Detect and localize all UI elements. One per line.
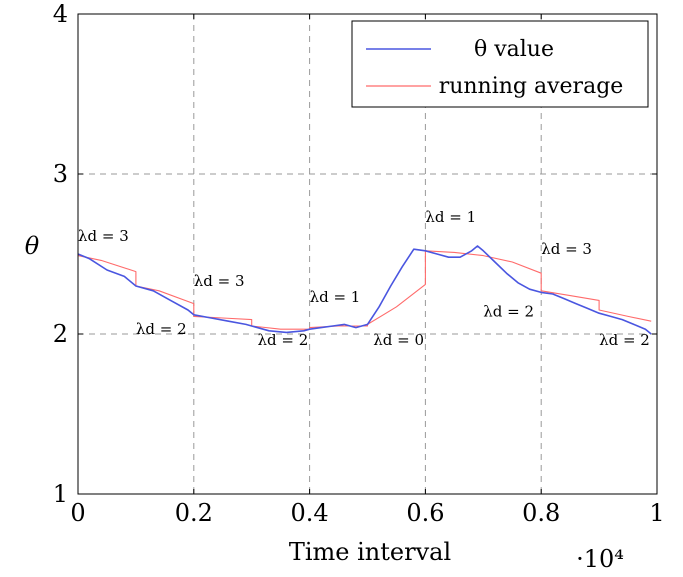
y-tick-label: 3 (53, 160, 68, 188)
lambda-annotation: λd = 3 (194, 272, 245, 290)
lambda-annotation: λd = 2 (136, 320, 187, 338)
x-tick-label: 0 (70, 499, 85, 527)
y-tick-label: 2 (53, 320, 68, 348)
legend-box (351, 20, 649, 108)
x-tick-label: 0.2 (175, 499, 213, 527)
running-average-line (77, 250, 652, 330)
y-tick-label: 4 (53, 0, 68, 28)
lambda-annotation: λd = 0 (373, 331, 424, 349)
lambda-annotation: λd = 2 (599, 331, 650, 349)
y-tick-label: 1 (53, 480, 68, 508)
legend-avg-label: running average (439, 74, 624, 99)
lambda-annotation: λd = 1 (425, 208, 476, 226)
x-tick-label: 0.8 (522, 499, 560, 527)
y-axis-title: θ (25, 232, 40, 260)
plot-frame (77, 13, 658, 495)
x-tick-label: 1 (649, 499, 664, 527)
lambda-annotation: λd = 1 (310, 288, 361, 306)
annotation-layer: λd = 3 λd = 2 λd = 3 λd = 2 λd = 1 λd = 0 λd =… (78, 208, 650, 349)
lambda-annotation: λd = 2 (483, 302, 534, 320)
lambda-annotation: λd = 3 (78, 227, 129, 245)
x-tick-label: 0.4 (291, 499, 329, 527)
lambda-annotation: λd = 3 (541, 240, 592, 258)
x-tick-label: 0.6 (406, 499, 444, 527)
legend-theta-label: θ value (474, 37, 554, 62)
x-axis-title: Time interval (289, 538, 451, 566)
theta-value-line (77, 245, 652, 335)
tick-layer: 0 0.2 0.4 0.6 0.8 1 1 2 3 4 (53, 0, 665, 527)
lambda-annotation: λd = 2 (257, 331, 308, 349)
series-layer (77, 245, 652, 335)
x-multiplier-label: ·10⁴ (576, 545, 624, 573)
legend: θ value running average (351, 20, 649, 108)
